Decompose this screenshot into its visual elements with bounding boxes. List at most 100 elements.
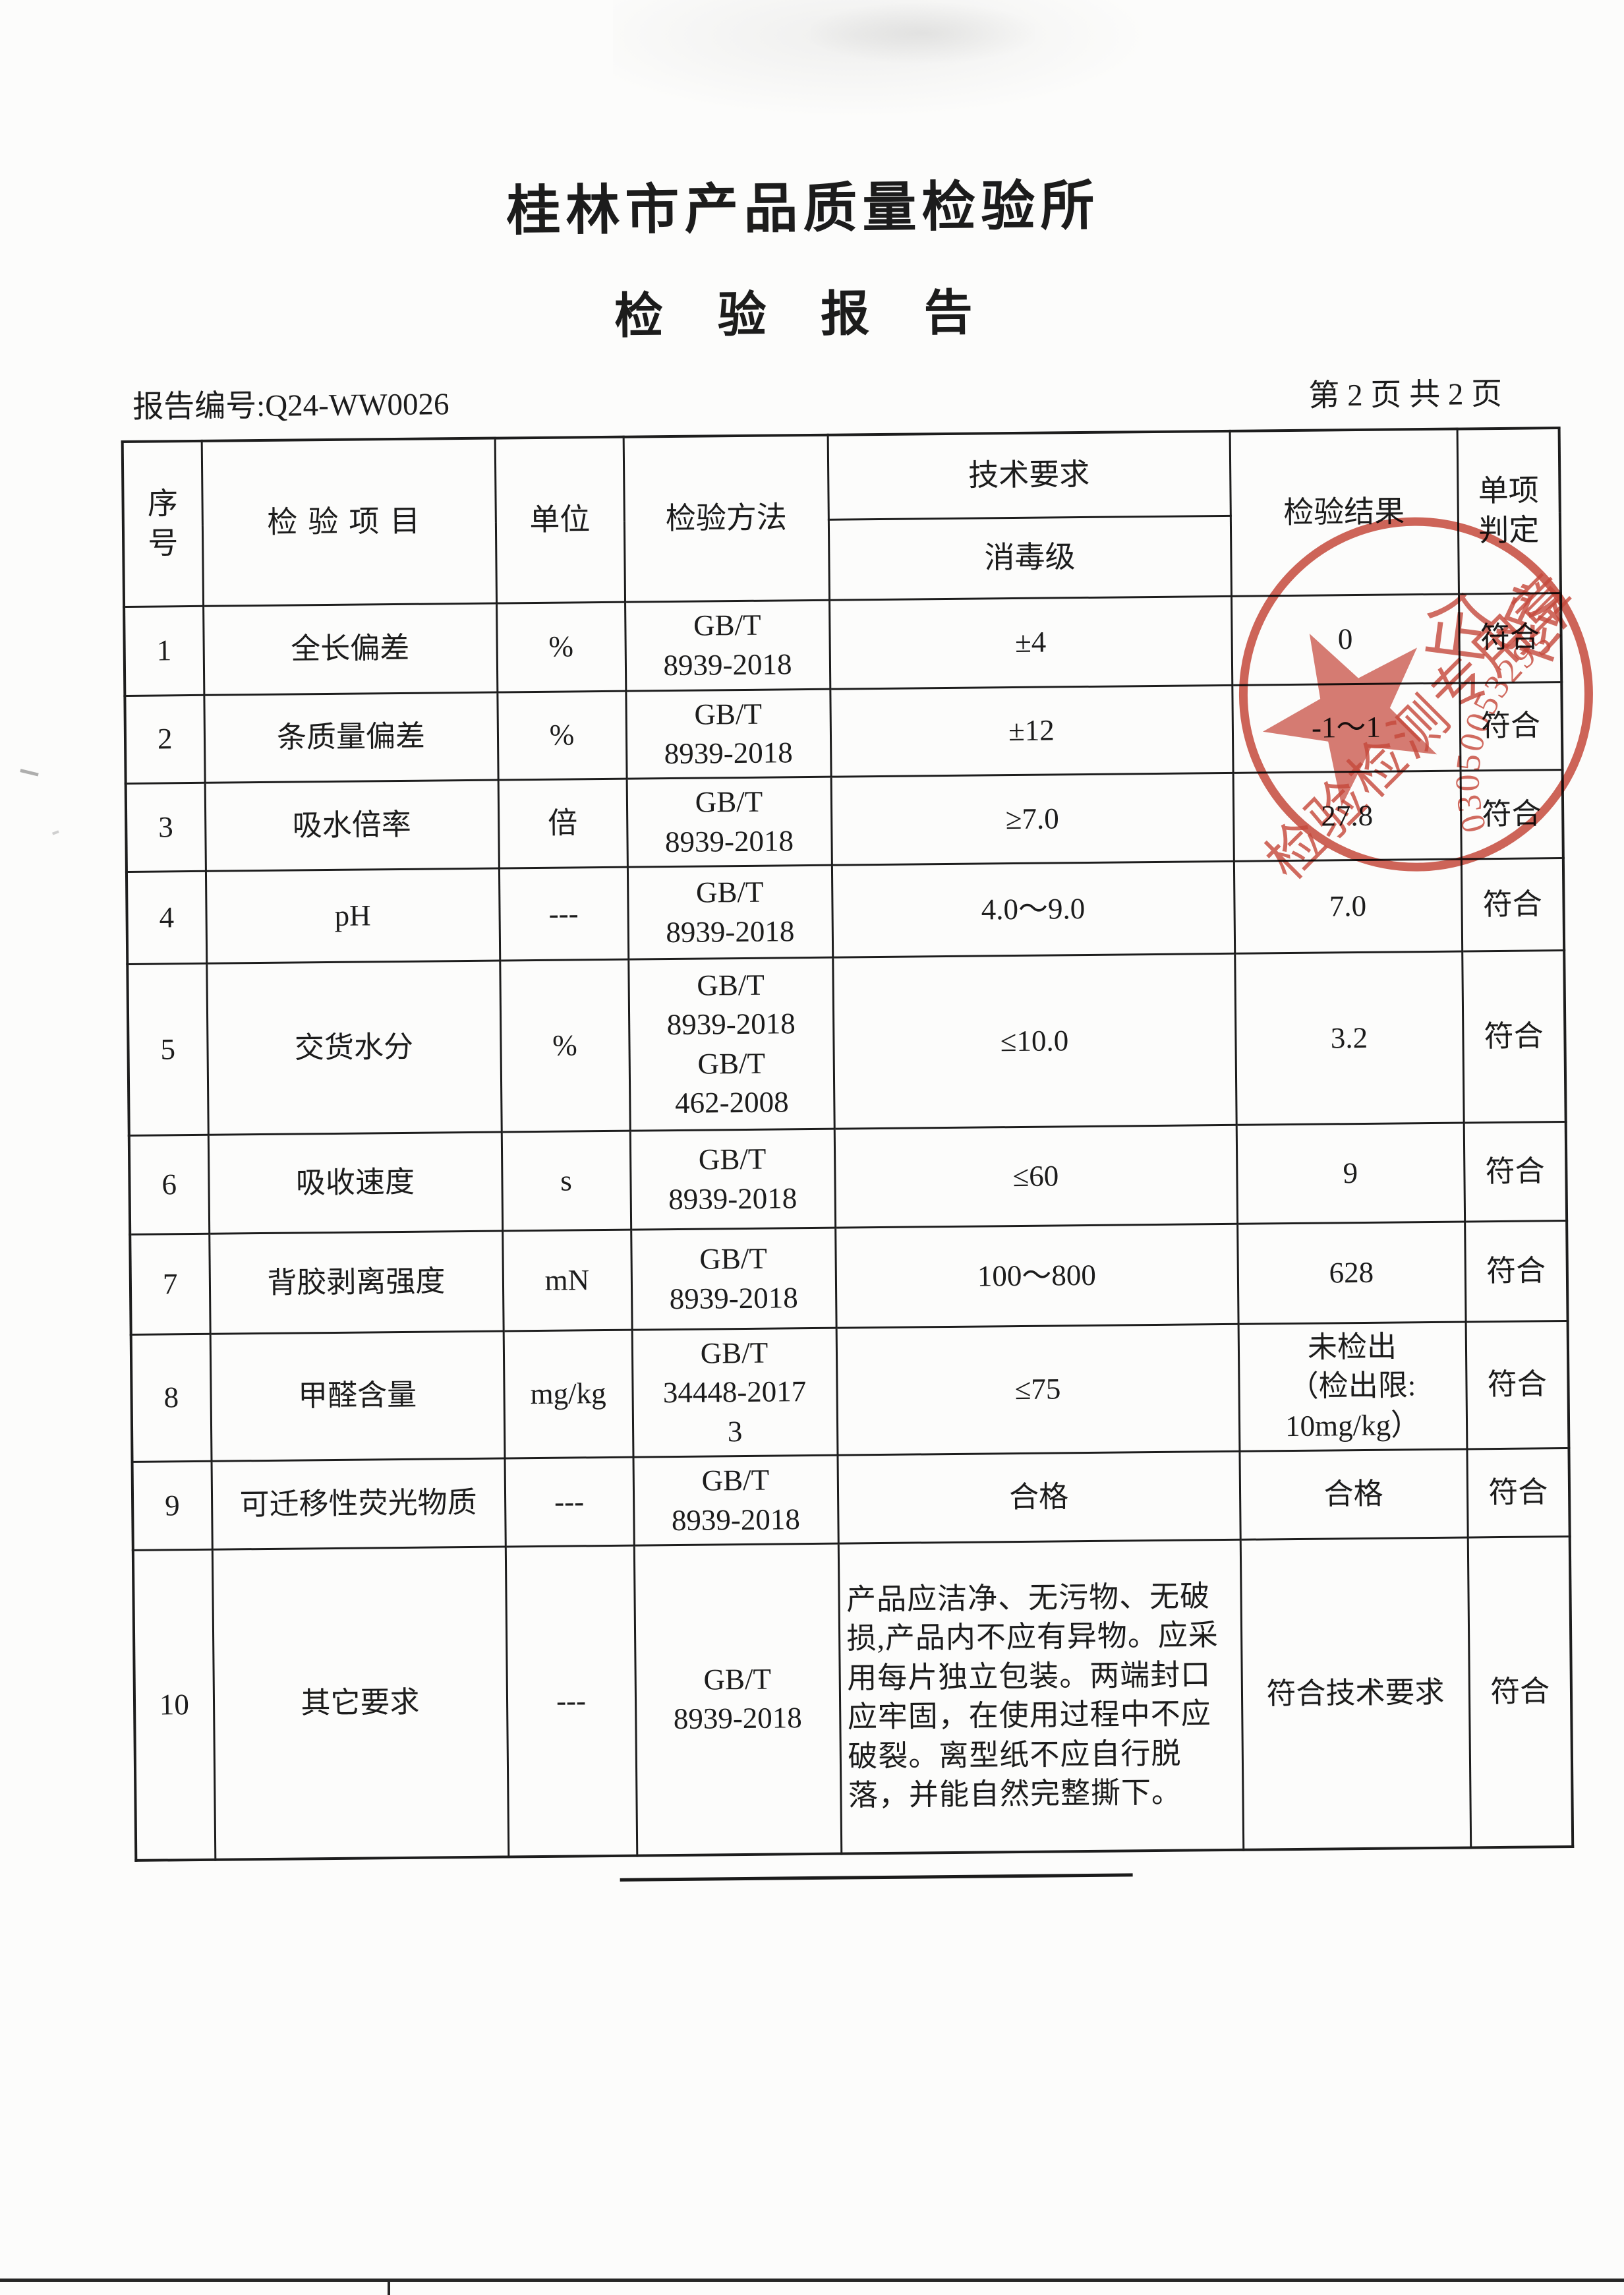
institute-name: 桂林市产品质量检验所 (506, 175, 1100, 242)
cell-item: pH (205, 868, 500, 964)
cell-requirement: 合格 (837, 1451, 1240, 1544)
cell-method: GB/T 8939-2018 (629, 1129, 836, 1230)
cell-result: 628 (1237, 1222, 1466, 1325)
cell-no: 7 (130, 1234, 210, 1335)
col-subheader-grade: 消毒级 (828, 515, 1231, 600)
cell-method: GB/T 8939-2018 (625, 599, 830, 691)
col-header-verdict: 单项判定 (1457, 428, 1561, 594)
scanner-edge-tick (388, 2279, 390, 2295)
cell-no: 6 (129, 1135, 210, 1235)
cell-item: 背胶剥离强度 (209, 1231, 504, 1334)
inspection-results-table: 序号 检验项目 单位 检验方法 技术要求 检验结果 单项判定 消毒级 1 全长偏… (121, 427, 1575, 1862)
cell-method: GB/T 8939-2018 GB/T 462-2008 (628, 957, 834, 1131)
cell-result: 3.2 (1234, 951, 1464, 1125)
cell-verdict: 符合 (1466, 1448, 1570, 1537)
cell-method: GB/T 8939-2018 (633, 1455, 838, 1546)
cell-verdict: 符合 (1464, 1220, 1568, 1323)
cell-result: 7.0 (1233, 859, 1463, 954)
cell-item: 可迁移性荧光物质 (211, 1458, 506, 1550)
cell-item: 交货水分 (206, 961, 502, 1135)
cell-item: 吸水倍率 (204, 780, 499, 872)
report-number: 报告编号:Q24-WW0026 (132, 387, 450, 425)
cell-result: -1～1 (1232, 682, 1461, 773)
signature-underline (620, 1873, 1133, 1882)
table-row: 10 其它要求 --- GB/T 8939-2018 产品应洁净、无污物、无破损… (132, 1536, 1573, 1861)
table-row: 5 交货水分 % GB/T 8939-2018 GB/T 462-2008 ≤1… (127, 950, 1566, 1136)
page-indicator: 第 2 页 共 2 页 (1308, 376, 1503, 413)
cell-result: 0 (1231, 593, 1460, 685)
col-header-result: 检验结果 (1229, 429, 1459, 596)
cell-no: 10 (132, 1549, 216, 1861)
cell-item: 条质量偏差 (204, 692, 498, 783)
cell-unit: % (496, 601, 626, 692)
cell-verdict: 符合 (1459, 682, 1563, 771)
cell-unit: --- (504, 1457, 634, 1547)
cell-verdict: 符合 (1467, 1536, 1573, 1847)
cell-method: GB/T 8939-2018 (626, 777, 832, 868)
cell-unit: --- (498, 867, 629, 961)
report-title: 检 验 报 告 (614, 286, 995, 344)
cell-method: GB/T 8939-2018 (633, 1543, 842, 1856)
cell-result: 合格 (1239, 1449, 1468, 1540)
table-row: 7 背胶剥离强度 mN GB/T 8939-2018 100～800 628 符… (130, 1220, 1568, 1335)
cell-method: GB/T 8939-2018 (631, 1228, 836, 1330)
col-header-no: 序号 (122, 440, 204, 607)
cell-no: 2 (125, 694, 205, 784)
col-header-item: 检验项目 (201, 438, 497, 606)
table-row: 1 全长偏差 % GB/T 8939-2018 ±4 0 符合 (124, 593, 1562, 696)
cell-unit: --- (505, 1545, 637, 1857)
cell-item: 其它要求 (212, 1547, 509, 1860)
cell-requirement: ≤60 (834, 1125, 1238, 1228)
cell-requirement: 4.0～9.0 (831, 861, 1235, 958)
pencil-mark (51, 830, 59, 835)
cell-result: 未检出 （检出限: 10mg/kg） (1238, 1322, 1467, 1452)
cell-no: 8 (130, 1334, 212, 1462)
cell-result: 27.8 (1232, 771, 1461, 862)
cell-requirement: ≤10.0 (832, 953, 1236, 1129)
cell-unit: mg/kg (503, 1330, 633, 1459)
cell-requirement: ≥7.0 (830, 773, 1234, 866)
cell-verdict: 符合 (1463, 1121, 1567, 1222)
table-row: 6 吸收速度 s GB/T 8939-2018 ≤60 9 符合 (129, 1121, 1567, 1235)
report-meta-row: 报告编号:Q24-WW0026 第 2 页 共 2 页 (132, 368, 1503, 427)
cell-unit: % (497, 690, 627, 781)
cell-verdict: 符合 (1460, 769, 1563, 860)
cell-requirement: 100～800 (835, 1224, 1238, 1328)
scanner-edge-line (0, 2279, 1624, 2282)
cell-no: 4 (126, 871, 207, 965)
cell-verdict: 符合 (1465, 1321, 1569, 1450)
cell-requirement: 产品应洁净、无污物、无破损,产品内不应有异物。应采用每片独立包装。两端封口应牢固… (838, 1539, 1244, 1854)
col-header-unit: 单位 (494, 436, 625, 603)
cell-method: GB/T 8939-2018 (627, 865, 833, 960)
col-header-no-label: 序号 (147, 487, 179, 560)
cell-result: 符合技术要求 (1240, 1537, 1471, 1850)
table-row: 3 吸水倍率 倍 GB/T 8939-2018 ≥7.0 27.8 符合 (125, 769, 1563, 872)
cell-verdict: 符合 (1458, 593, 1562, 683)
cell-requirement: ±4 (829, 595, 1232, 689)
cell-no: 3 (125, 783, 206, 872)
col-header-method: 检验方法 (623, 434, 830, 602)
cell-unit: s (501, 1131, 631, 1232)
cell-item: 吸收速度 (208, 1132, 503, 1234)
cell-unit: % (500, 959, 630, 1133)
cell-requirement: ≤75 (836, 1324, 1240, 1456)
cell-verdict: 符合 (1462, 950, 1566, 1123)
cell-method: GB/T 8939-2018 (625, 688, 831, 779)
cell-no: 5 (127, 963, 208, 1136)
cell-item: 全长偏差 (203, 603, 498, 695)
cell-no: 1 (124, 605, 204, 696)
cell-result: 9 (1236, 1123, 1465, 1224)
cell-requirement: ±12 (830, 684, 1233, 777)
table-row: 9 可迁移性荧光物质 --- GB/T 8939-2018 合格 合格 符合 (132, 1448, 1570, 1551)
cell-method: GB/T 34448-2017 3 (631, 1328, 838, 1458)
pencil-mark (20, 769, 39, 777)
table-header-row: 序号 检验项目 单位 检验方法 技术要求 检验结果 单项判定 (122, 428, 1561, 607)
cell-verdict: 符合 (1461, 858, 1565, 952)
col-header-requirement: 技术要求 (827, 431, 1231, 520)
cell-item: 甲醛含量 (210, 1331, 505, 1462)
cell-no: 9 (132, 1461, 212, 1551)
table-row: 2 条质量偏差 % GB/T 8939-2018 ±12 -1～1 符合 (125, 682, 1563, 784)
cell-unit: 倍 (498, 779, 627, 869)
